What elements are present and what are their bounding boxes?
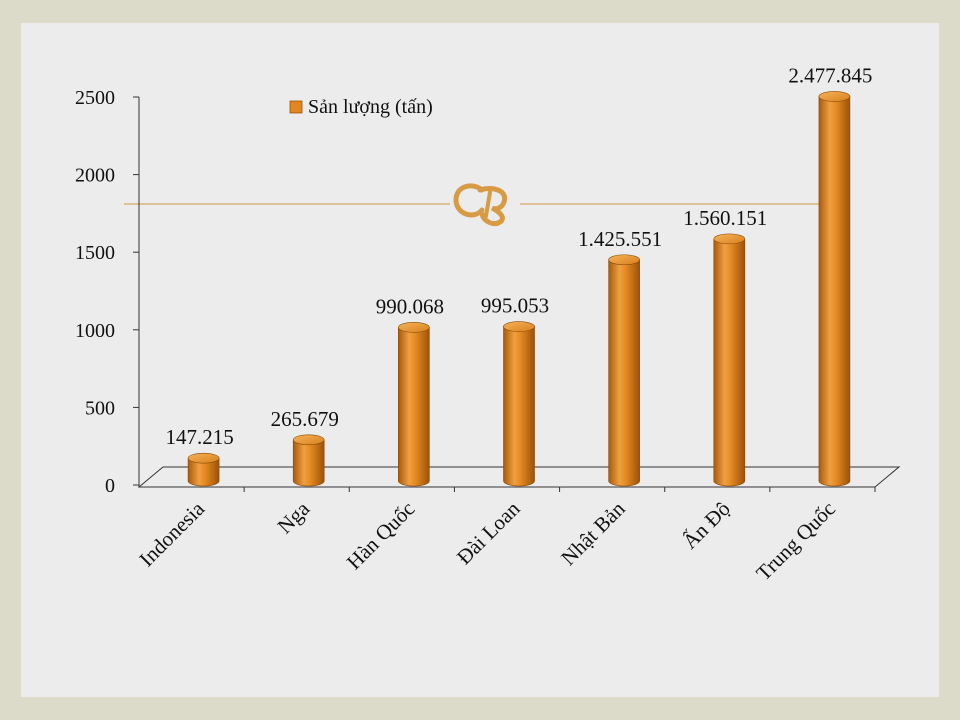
bar-body	[608, 259, 640, 487]
data-label: 147.215	[165, 425, 233, 449]
bar	[608, 254, 640, 487]
legend-label: Sản lượng (tấn)	[308, 96, 433, 118]
category-label: Indonesia	[134, 496, 209, 571]
bar-top	[713, 233, 746, 245]
category-label: Nhật Bản	[556, 496, 630, 570]
y-tick-label: 2000	[75, 165, 115, 187]
bar-top	[503, 321, 535, 332]
category-labels: Indonesia Nga Hàn Quốc Đài Loan Nhật Bản Ấn Đ…	[134, 487, 876, 586]
y-tick-label: 2500	[75, 87, 115, 109]
data-labels: 147.215 265.679 990.068 995.053 1.425.551 1.5…	[165, 63, 872, 449]
bar	[292, 434, 325, 487]
bar-top	[187, 452, 220, 464]
y-tick-label: 1500	[75, 242, 115, 264]
bar-top	[818, 91, 851, 102]
data-label: 995.053	[481, 294, 549, 318]
ornament-icon	[453, 183, 508, 227]
bar-body	[818, 96, 851, 487]
bars	[187, 91, 851, 487]
bar-top	[398, 322, 430, 333]
data-label: 265.679	[271, 407, 339, 431]
bar	[713, 233, 746, 487]
bar-body	[187, 457, 220, 487]
category-label: Ấn Độ	[678, 497, 735, 554]
y-tick-label: 500	[85, 397, 115, 419]
y-tick-label: 1000	[75, 320, 115, 342]
bar-body	[503, 326, 535, 487]
data-label: 1.560.151	[683, 206, 767, 230]
bar	[818, 91, 851, 487]
bar-top	[292, 434, 325, 446]
bar-body	[398, 327, 430, 487]
category-label: Hàn Quốc	[342, 497, 420, 575]
slide-background	[21, 23, 939, 697]
category-label: Nga	[273, 496, 315, 538]
category-label: Trung Quốc	[751, 497, 840, 586]
data-label: 1.425.551	[578, 227, 662, 251]
bar	[398, 322, 430, 487]
bar-top	[608, 254, 640, 266]
category-label: Đài Loan	[452, 496, 525, 569]
y-tick-label: 0	[105, 475, 115, 497]
bar-body	[713, 238, 746, 487]
y-axis-ticks: 0 500 1000 1500 2000 2500	[75, 87, 139, 497]
bar	[187, 452, 220, 487]
legend-swatch	[289, 100, 303, 114]
bar-body	[292, 439, 325, 487]
data-label: 2.477.845	[788, 63, 872, 87]
data-label: 990.068	[376, 294, 444, 318]
bar	[503, 321, 535, 487]
